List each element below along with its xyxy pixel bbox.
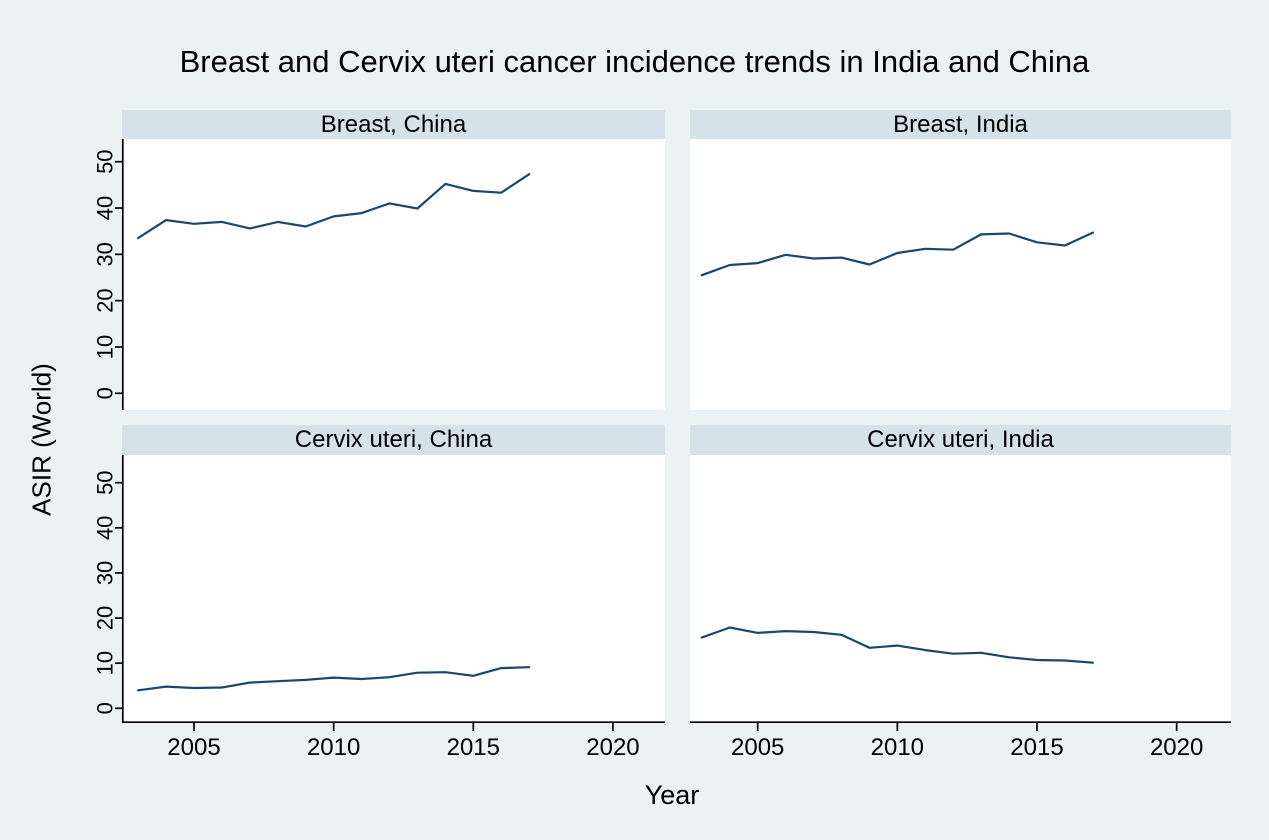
y-tick-label: 0	[93, 387, 118, 399]
y-tick-label: 40	[93, 516, 118, 540]
plot-area-breast-china: 0 10 20 30 40 50	[93, 139, 665, 410]
x-tick-label: 2005	[167, 734, 220, 761]
y-tick-label: 30	[93, 561, 118, 585]
panel-title: Breast, China	[320, 110, 467, 138]
y-tick-label: 10	[93, 651, 118, 675]
x-tick-label: 2020	[1150, 734, 1203, 761]
x-tick-label: 2015	[1010, 734, 1063, 761]
plot-area-cervix-uteri-china: 0 10 20 30 40 50 2005 2010 2015 2020	[93, 455, 665, 761]
x-tick-label: 2005	[731, 734, 784, 761]
panel-header-breast-china: Breast, China	[122, 110, 665, 139]
y-tick-label: 20	[93, 288, 118, 312]
panel-title: Cervix uteri, China	[294, 426, 493, 453]
cervix-uteri-india-trend-line	[700, 626, 1094, 664]
y-tick-label: 0	[93, 702, 118, 714]
x-tick-label: 2020	[586, 734, 639, 761]
cervix-uteri-china-trend-line	[137, 666, 531, 692]
chart-title: Breast and Cervix uteri cancer incidence…	[179, 44, 1090, 79]
panel-title: Cervix uteri, India	[867, 426, 1054, 453]
y-tick-label: 50	[93, 470, 118, 494]
plot-svg-cervix-uteri-india: 2005 2010 2015 2020	[690, 626, 1231, 761]
panel-header-cervix-uteri-india: Cervix uteri, India	[690, 425, 1231, 455]
panel-title: Breast, India	[893, 110, 1028, 138]
x-tick-label: 2015	[447, 734, 500, 761]
breast-china-trend-line	[137, 173, 531, 240]
x-tick-label: 2010	[307, 734, 360, 761]
plot-svg-breast-china: 0 10 20 30 40 50	[93, 139, 531, 410]
plot-area-breast-india	[690, 139, 1231, 410]
y-tick-label: 10	[93, 335, 118, 359]
y-axis-title: ASIR (World)	[26, 363, 57, 516]
panel-header-cervix-uteri-china: Cervix uteri, China	[122, 425, 665, 455]
plot-svg-breast-india	[700, 231, 1094, 277]
breast-india-trend-line	[700, 231, 1094, 277]
y-tick-label: 40	[93, 196, 118, 220]
y-tick-label: 20	[93, 606, 118, 630]
panel-header-breast-india: Breast, India	[690, 110, 1231, 139]
x-tick-label: 2010	[871, 734, 924, 761]
y-tick-label: 30	[93, 242, 118, 266]
y-tick-label: 50	[93, 149, 118, 173]
plot-svg-cervix-uteri-china: 0 10 20 30 40 50 2005 2010 2015 2020	[93, 455, 665, 761]
x-axis-title: Year	[644, 780, 700, 810]
plot-area-cervix-uteri-india: 2005 2010 2015 2020	[690, 455, 1231, 761]
